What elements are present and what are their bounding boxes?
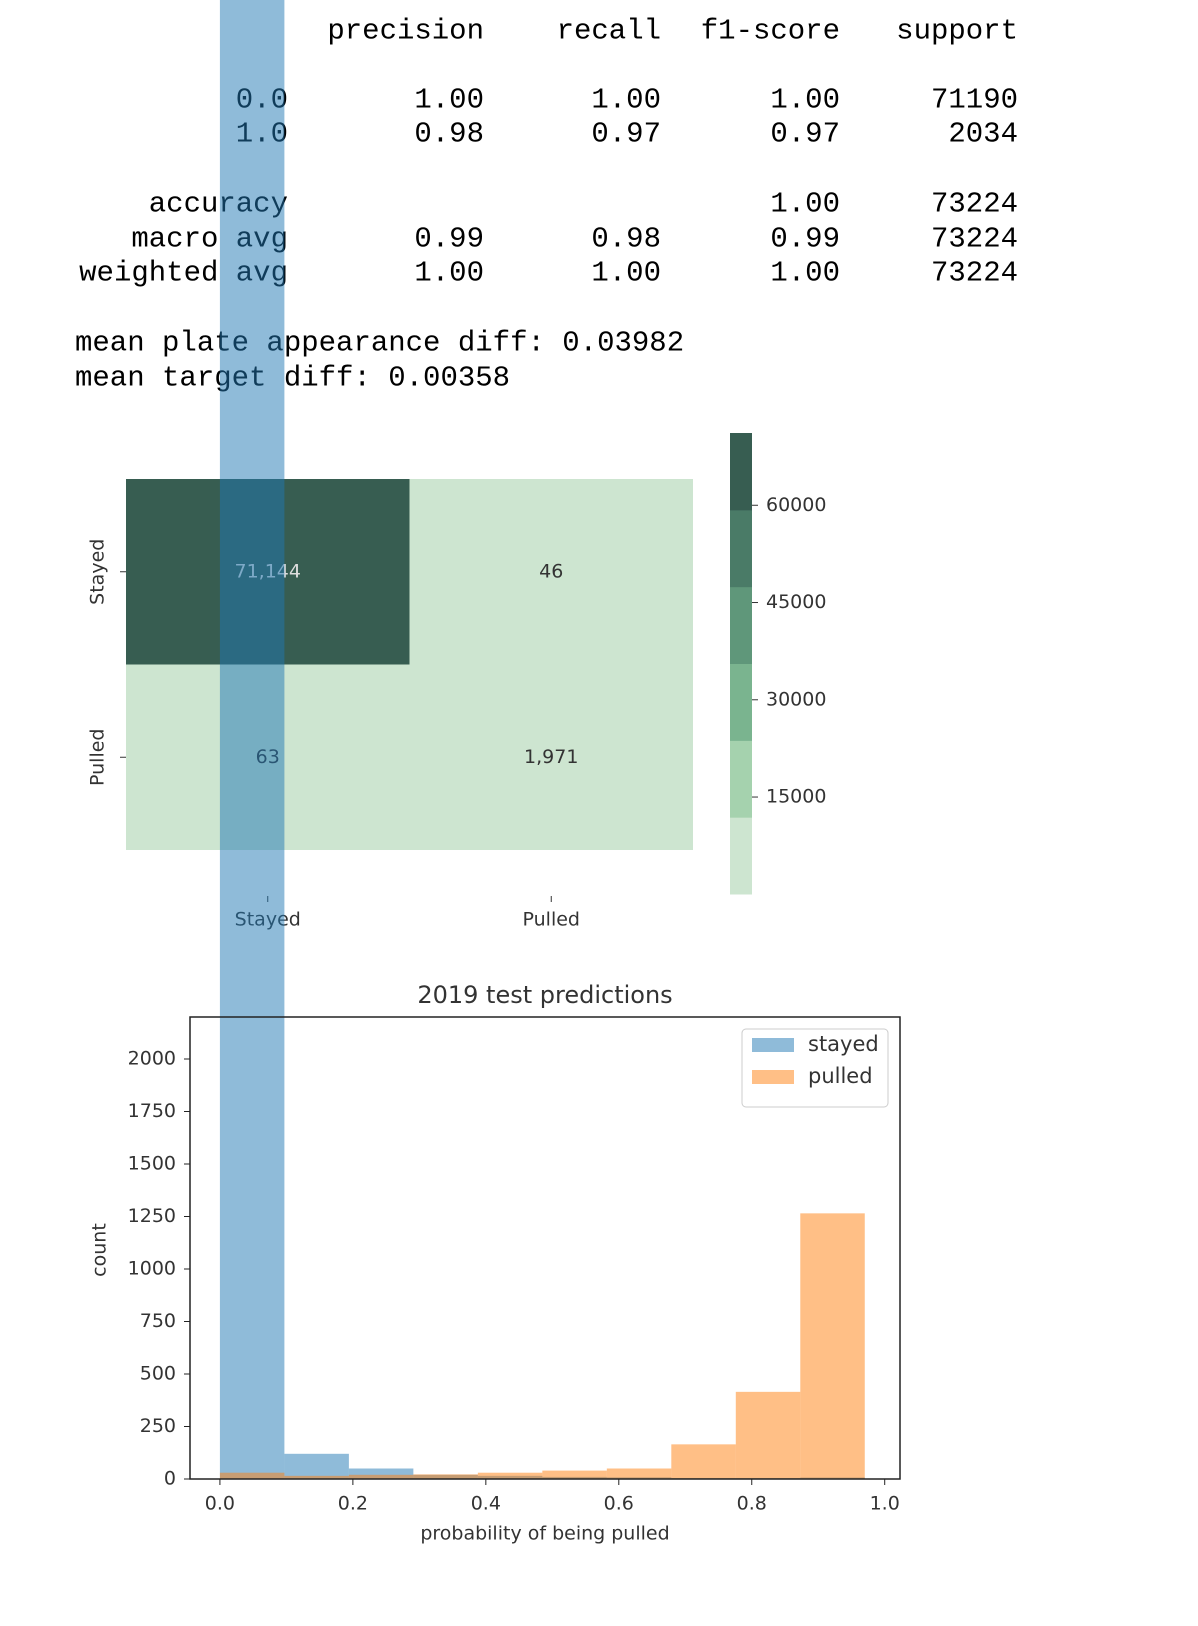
x-axis-label: probability of being pulled — [420, 1523, 669, 1545]
histogram-bar — [800, 1213, 865, 1479]
histogram-bar — [219, 1472, 285, 1479]
stat-line: mean target diff: 0.00358 — [75, 362, 510, 395]
x-tick-label: 1.0 — [870, 1493, 900, 1515]
report-cell: 0.97 — [591, 118, 661, 151]
histogram-bar — [413, 1474, 478, 1479]
histogram-bar — [219, 0, 285, 1479]
colorbar-band — [730, 509, 752, 588]
x-tick-label: 0.4 — [471, 1493, 501, 1515]
report-cell: 1.00 — [770, 188, 840, 221]
histogram-bar — [477, 1472, 543, 1479]
y-tick-label: 1000 — [128, 1258, 176, 1280]
y-tick-label: 1250 — [128, 1205, 176, 1227]
y-axis-label: count — [89, 1223, 111, 1277]
colorbar-tick-label: 60000 — [766, 494, 826, 516]
colorbar-tick-label: 45000 — [766, 591, 826, 613]
report-cell: 73224 — [931, 188, 1018, 221]
y-tick-label: Pulled — [87, 729, 109, 786]
heatmap-cell — [409, 664, 693, 850]
report-cell: 0.97 — [770, 118, 840, 151]
histogram-bar — [348, 1474, 414, 1479]
axes-frame — [189, 1016, 901, 1480]
histogram-bar — [606, 1468, 672, 1479]
colorbar-band — [730, 433, 752, 511]
y-tick-label: 500 — [140, 1363, 176, 1385]
y-tick-label: Stayed — [87, 539, 109, 605]
histogram-bar — [542, 1470, 607, 1479]
report-cell: 0.99 — [770, 223, 840, 256]
x-tick-label: 0.8 — [737, 1493, 767, 1515]
chart-title: 2019 test predictions — [417, 981, 672, 1009]
x-tick-label: 0.6 — [604, 1493, 634, 1515]
colorbar-tick-label: 30000 — [766, 688, 826, 710]
x-tick-label: Pulled — [523, 909, 580, 931]
report-header: recall — [557, 15, 661, 48]
x-tick-label: 0.0 — [205, 1493, 235, 1515]
report-cell: 71190 — [931, 84, 1018, 117]
report-cell: 1.00 — [414, 84, 484, 117]
report-cell: 1.00 — [770, 257, 840, 290]
legend-label: stayed — [808, 1032, 879, 1056]
legend-swatch — [752, 1038, 794, 1052]
y-tick-label: 1750 — [128, 1100, 176, 1122]
colorbar-tick-label: 15000 — [766, 786, 826, 808]
colorbar-band — [730, 817, 752, 895]
report-cell: 0.98 — [591, 223, 661, 256]
report-cell: 1.00 — [591, 84, 661, 117]
report-cell: 1.00 — [770, 84, 840, 117]
report-cell: 0.99 — [414, 223, 484, 256]
colorbar-band — [730, 740, 752, 818]
y-tick-label: 0 — [164, 1468, 176, 1490]
histogram-bar — [671, 1444, 736, 1479]
colorbar-band — [730, 586, 752, 664]
colorbar-band — [730, 663, 752, 741]
y-tick-label: 750 — [140, 1310, 176, 1332]
report-header: f1-score — [701, 15, 840, 48]
legend-label: pulled — [808, 1064, 873, 1088]
histogram-bar — [284, 1453, 349, 1479]
report-cell: 73224 — [931, 257, 1018, 290]
cell-label: 1,971 — [524, 746, 578, 768]
report-header: precision — [327, 15, 484, 48]
stat-line: mean plate appearance diff: 0.03982 — [75, 327, 684, 360]
report-cell: 0.98 — [414, 118, 484, 151]
x-tick-label: 0.2 — [338, 1493, 368, 1515]
report-cell: 73224 — [931, 223, 1018, 256]
histogram-bar — [735, 1391, 801, 1479]
heatmap-cell — [409, 479, 693, 665]
report-cell: 1.00 — [414, 257, 484, 290]
y-tick-label: 2000 — [128, 1048, 176, 1070]
report-header: support — [896, 15, 1018, 48]
report-cell: 2034 — [948, 118, 1018, 151]
y-tick-label: 250 — [140, 1415, 176, 1437]
histogram-bar — [284, 1475, 349, 1479]
legend-swatch — [752, 1070, 794, 1084]
y-tick-label: 1500 — [128, 1153, 176, 1175]
cell-label: 46 — [539, 560, 563, 582]
histogram-bar — [348, 1468, 414, 1479]
report-cell: 1.00 — [591, 257, 661, 290]
